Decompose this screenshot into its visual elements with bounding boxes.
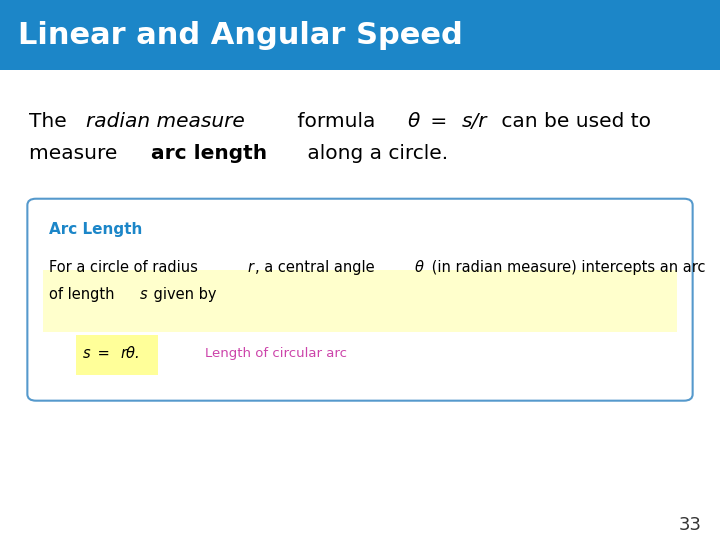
Text: For a circle of radius: For a circle of radius xyxy=(49,260,202,275)
Text: Linear and Angular Speed: Linear and Angular Speed xyxy=(18,21,463,50)
Text: 33: 33 xyxy=(679,516,702,534)
Text: θ: θ xyxy=(408,112,420,131)
Text: Length of circular arc: Length of circular arc xyxy=(205,347,347,360)
Text: can be used to: can be used to xyxy=(495,112,651,131)
Text: s: s xyxy=(140,287,147,302)
Text: rθ.: rθ. xyxy=(120,346,140,361)
Text: =: = xyxy=(423,112,454,131)
Text: along a circle.: along a circle. xyxy=(301,144,448,164)
Text: =: = xyxy=(93,346,114,361)
Bar xyxy=(0,0,720,70)
Text: radian measure: radian measure xyxy=(86,112,245,131)
Text: The: The xyxy=(29,112,73,131)
Bar xyxy=(76,335,158,375)
Text: (in radian measure) intercepts an arc: (in radian measure) intercepts an arc xyxy=(427,260,705,275)
Text: , a central angle: , a central angle xyxy=(255,260,379,275)
Bar xyxy=(43,270,677,332)
Text: θ: θ xyxy=(415,260,424,275)
Text: given by: given by xyxy=(149,287,217,302)
Text: formula: formula xyxy=(291,112,382,131)
Text: s/r: s/r xyxy=(462,112,487,131)
Text: arc length: arc length xyxy=(151,144,267,164)
FancyBboxPatch shape xyxy=(27,199,693,401)
Text: measure: measure xyxy=(29,144,124,164)
Text: r: r xyxy=(247,260,253,275)
Text: s: s xyxy=(83,346,91,361)
Text: of length: of length xyxy=(49,287,119,302)
Text: Arc Length: Arc Length xyxy=(49,222,143,237)
